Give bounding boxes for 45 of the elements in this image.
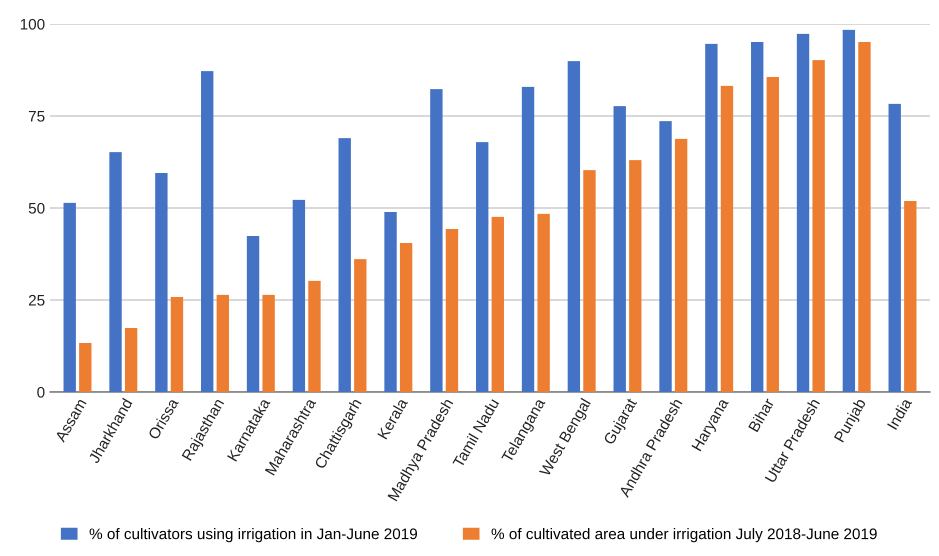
bar [796, 34, 810, 392]
bar [430, 89, 443, 392]
bar [614, 106, 626, 392]
bar [537, 214, 550, 392]
bar [812, 60, 825, 392]
bar [170, 297, 184, 392]
bar [705, 44, 718, 392]
bar [568, 61, 580, 392]
bar [262, 294, 275, 392]
bar [79, 343, 92, 392]
bar [446, 228, 458, 392]
bar [492, 216, 504, 392]
legend-label: % of cultivated area under irrigation July 2018-June 2019 [492, 528, 877, 542]
y-tick-label: 50 [28, 202, 45, 214]
bar [216, 294, 229, 392]
y-tick-label: 75 [28, 111, 44, 122]
bar [124, 328, 138, 392]
bar [384, 212, 397, 392]
legend-label: % of cultivators using irrigation in Jan-June 2019 [90, 528, 417, 542]
bar [888, 104, 901, 392]
y-tick-label: 100 [20, 18, 45, 30]
bar [629, 160, 642, 392]
bar [720, 86, 734, 392]
bar [354, 259, 366, 392]
bar [201, 71, 214, 392]
bar [659, 121, 672, 392]
y-tick-label: 25 [28, 294, 44, 306]
bar [338, 138, 351, 392]
bar [858, 42, 871, 392]
bar [246, 236, 260, 392]
bar [904, 201, 916, 392]
bar [583, 170, 596, 392]
bar [308, 280, 321, 392]
bar [674, 138, 688, 392]
bar [109, 152, 122, 392]
bar [842, 30, 856, 392]
bar [476, 142, 488, 392]
bar [64, 202, 76, 392]
bar [155, 173, 168, 392]
bar [400, 242, 412, 392]
bar [522, 86, 534, 392]
y-tick-label: 0 [37, 386, 45, 398]
bar [292, 200, 306, 392]
bar [751, 42, 764, 392]
bar [766, 76, 779, 392]
